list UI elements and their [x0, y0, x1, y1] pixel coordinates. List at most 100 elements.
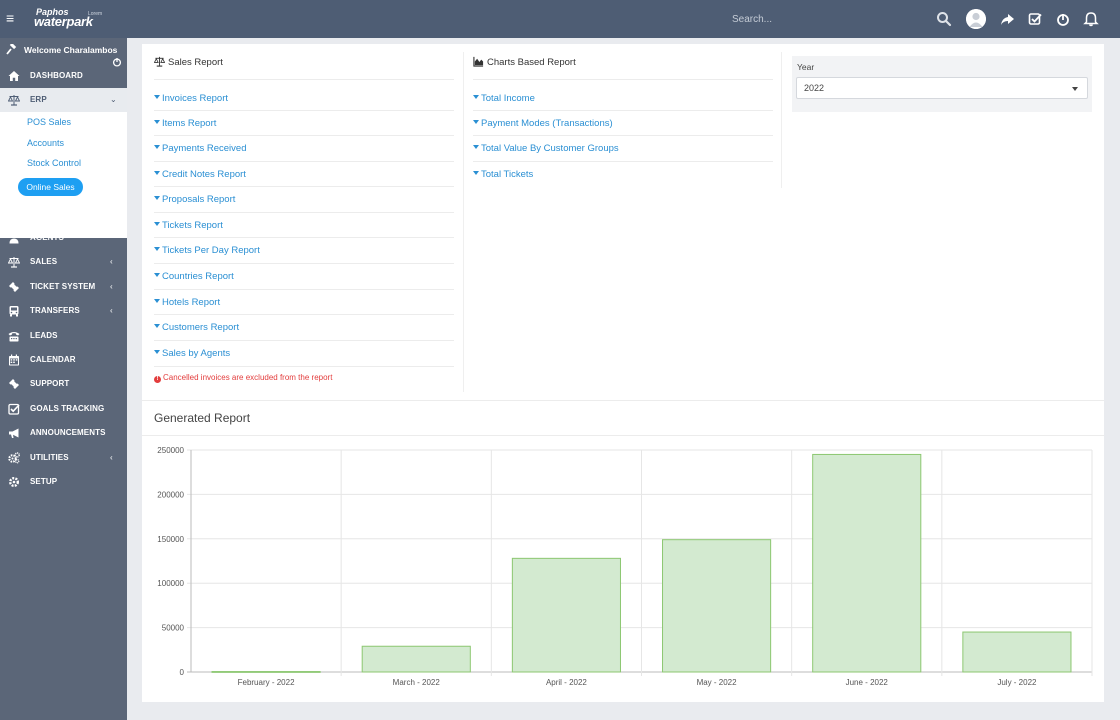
sidebar-item-label: CALENDAR: [30, 355, 76, 364]
chart-bar[interactable]: [361, 645, 471, 673]
sidebar-item-label: DASHBOARD: [30, 71, 83, 80]
divider: [154, 79, 454, 80]
sidebar-item-leads[interactable]: LEADS: [0, 324, 127, 348]
caret-down-icon: [154, 171, 160, 175]
sidebar-item-label: CUSTOMERS: [30, 208, 82, 217]
y-tick-label: 50000: [162, 624, 185, 633]
sidebar-item-goals-tracking[interactable]: GOALS TRACKING: [0, 397, 127, 421]
user-avatar[interactable]: [966, 9, 986, 29]
sidebar-item-label: AGENTS: [30, 233, 64, 242]
calendar-icon: [9, 354, 19, 366]
sidebar-item-utilities[interactable]: UTILITIES ‹: [0, 446, 127, 470]
share-icon[interactable]: [999, 11, 1015, 27]
column-divider: [463, 52, 464, 392]
year-label: Year: [797, 62, 815, 72]
ticket-icon: [9, 282, 19, 292]
tty-icon: [8, 332, 20, 342]
caret-down-icon: [473, 120, 479, 124]
y-tick-label: 200000: [157, 490, 184, 499]
generated-report-title: Generated Report: [154, 411, 251, 425]
sidebar-item-customers[interactable]: CUSTOMERS: [0, 201, 127, 225]
sidebar-sub-pos-sales[interactable]: POS Sales: [27, 117, 72, 127]
link-customers-report[interactable]: Customers Report: [154, 322, 239, 333]
link-sales-by-agents[interactable]: Sales by Agents: [154, 348, 230, 359]
link-total-income[interactable]: Total Income: [473, 93, 535, 104]
brand-line2: waterpark: [34, 14, 93, 29]
brand-logo[interactable]: Paphos Lorem waterpark: [34, 6, 124, 30]
bell-icon[interactable]: [1083, 11, 1099, 27]
sidebar-item-label: TICKET SYSTEM: [30, 282, 96, 291]
caret-down-icon: [154, 145, 160, 149]
sidebar-item-label: ERP: [30, 95, 47, 104]
sidebar-item-sales[interactable]: SALES ‹: [0, 250, 127, 274]
sidebar-item-calendar[interactable]: CALENDAR: [0, 348, 127, 372]
welcome-text: Welcome Charalambos: [24, 45, 118, 55]
link-payment-modes[interactable]: Payment Modes (Transactions): [473, 118, 613, 129]
link-proposals-report[interactable]: Proposals Report: [154, 194, 235, 205]
checkbox-icon[interactable]: [1027, 11, 1043, 27]
chart-bar[interactable]: [962, 631, 1072, 673]
sidebar-item-ticket-system[interactable]: TICKET SYSTEM ‹: [0, 275, 127, 299]
exclamation-circle-icon: !: [154, 376, 161, 383]
link-credit-notes-report[interactable]: Credit Notes Report: [154, 169, 246, 180]
column-divider: [781, 52, 782, 188]
chevron-left-icon: ‹: [110, 453, 113, 462]
sidebar-item-transfers[interactable]: TRANSFERS ‹: [0, 299, 127, 323]
chart-bar[interactable]: [511, 557, 621, 673]
sales-report-heading: Sales Report: [153, 56, 223, 68]
link-tickets-report[interactable]: Tickets Report: [154, 220, 223, 231]
sidebar-item-label: SETUP: [30, 477, 58, 486]
chevron-left-icon: ‹: [110, 257, 113, 266]
x-tick-label: July - 2022: [997, 678, 1037, 687]
link-invoices-report[interactable]: Invoices Report: [154, 93, 228, 104]
sidebar-item-announcements[interactable]: ANNOUNCEMENTS: [0, 421, 127, 445]
sidebar-sub-accounts[interactable]: Accounts: [27, 138, 65, 148]
home-icon: [8, 71, 20, 81]
menu-icon[interactable]: ≡: [6, 10, 15, 26]
year-select-value: 2022: [804, 83, 825, 93]
sidebar-item-dashboard[interactable]: DASHBOARD: [0, 64, 127, 88]
ticket-icon: [9, 379, 19, 389]
sidebar-item-label: SUPPORT: [30, 379, 70, 388]
avatar-silhouette-icon: [966, 9, 986, 29]
divider: [154, 263, 454, 264]
sidebar: Welcome Charalambos DASHBOARD ERP ⌄ POS …: [0, 38, 127, 720]
cogs-icon: [8, 452, 20, 464]
divider: [473, 110, 773, 111]
sidebar-item-setup[interactable]: SETUP: [0, 470, 127, 494]
charts-report-heading: Charts Based Report: [473, 56, 576, 68]
caret-down-icon: [154, 247, 160, 251]
search-icon[interactable]: [936, 11, 952, 27]
chart-bar[interactable]: [812, 453, 922, 673]
sidebar-item-support[interactable]: SUPPORT: [0, 372, 127, 396]
sidebar-sub-online-sales[interactable]: Online Sales: [18, 178, 83, 196]
link-countries-report[interactable]: Countries Report: [154, 271, 234, 282]
divider: [154, 135, 454, 136]
power-icon[interactable]: [1055, 11, 1071, 27]
chart-bar[interactable]: [211, 671, 321, 673]
link-hotels-report[interactable]: Hotels Report: [154, 297, 220, 308]
link-total-value-by-customer-groups[interactable]: Total Value By Customer Groups: [473, 143, 619, 154]
link-total-tickets[interactable]: Total Tickets: [473, 169, 533, 180]
divider: [154, 212, 454, 213]
balance-scale-icon: [8, 257, 20, 268]
cancelled-invoices-note: ! Cancelled invoices are excluded from th…: [154, 373, 332, 383]
sidebar-sub-stock-control[interactable]: Stock Control: [27, 158, 82, 168]
caret-down-icon: [154, 350, 160, 354]
link-payments-received[interactable]: Payments Received: [154, 143, 246, 154]
bullhorn-icon: [9, 428, 19, 438]
sidebar-item-erp[interactable]: ERP ⌄: [0, 88, 127, 112]
link-tickets-per-day-report[interactable]: Tickets Per Day Report: [154, 245, 260, 256]
balance-scale-icon: [153, 56, 166, 67]
search-input[interactable]: [732, 9, 922, 29]
y-tick-label: 100000: [157, 579, 184, 588]
x-tick-label: March - 2022: [393, 678, 441, 687]
sidebar-item-agents[interactable]: AGENTS: [0, 226, 127, 250]
chart-bar[interactable]: [662, 539, 772, 673]
sales-report-title: Sales Report: [168, 57, 223, 68]
logout-icon[interactable]: [112, 57, 122, 67]
divider: [154, 237, 454, 238]
caret-down-icon: [473, 95, 479, 99]
year-select[interactable]: 2022: [796, 77, 1088, 99]
link-items-report[interactable]: Items Report: [154, 118, 216, 129]
